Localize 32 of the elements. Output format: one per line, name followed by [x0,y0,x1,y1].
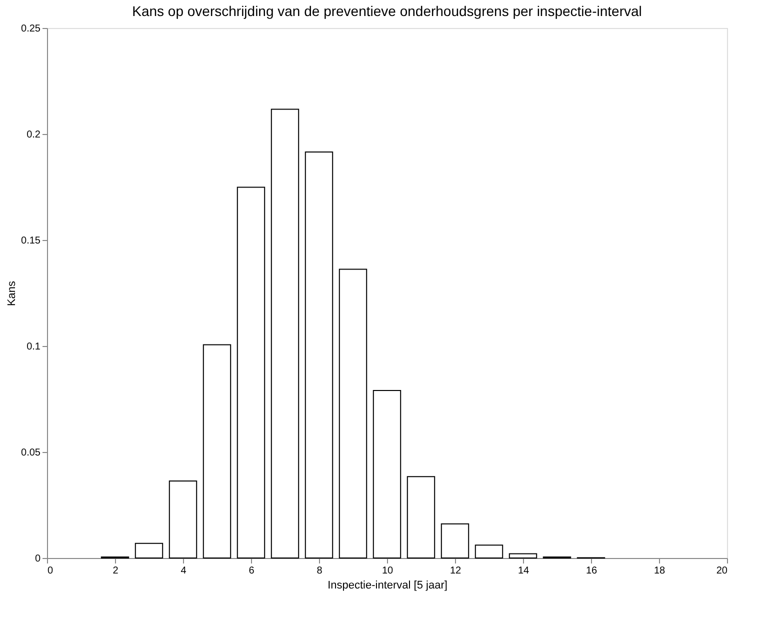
y-tick-label: 0.05 [21,448,41,458]
x-tick-label: 12 [450,566,462,576]
bar [508,553,538,558]
x-axis-title: Inspectie-interval [5 jaar] [328,580,448,592]
y-tick-label: 0.15 [21,236,41,246]
bar [134,542,164,558]
bar [440,523,470,558]
y-tick-label: 0.1 [26,342,41,352]
y-tick-label: 0 [34,554,41,564]
bar [406,476,436,558]
chart-title: Kans op overschrijding van de preventieve onderhoudsgrens per inspectie-interval [132,3,642,19]
x-tick-label: 18 [654,566,666,576]
bar [270,108,300,558]
x-tick-label: 16 [586,566,598,576]
x-tick-label: 2 [112,566,119,576]
y-tick-label: 0.2 [26,130,41,140]
x-tick-label: 10 [382,566,394,576]
bar [168,480,198,558]
bar [202,344,232,558]
y-tick-label: 0.25 [21,24,41,34]
x-tick-label: 6 [248,566,255,576]
bar [236,186,266,558]
x-tick-label: 0 [48,566,54,576]
x-tick-label: 20 [716,566,728,576]
bar [474,544,504,558]
x-tick-label: 8 [316,566,323,576]
bar [338,268,368,558]
y-axis-title: Kans [6,280,18,306]
x-tick-label: 14 [518,566,530,576]
x-tick-label: 4 [180,566,187,576]
bar [372,390,402,558]
bar [304,152,334,558]
